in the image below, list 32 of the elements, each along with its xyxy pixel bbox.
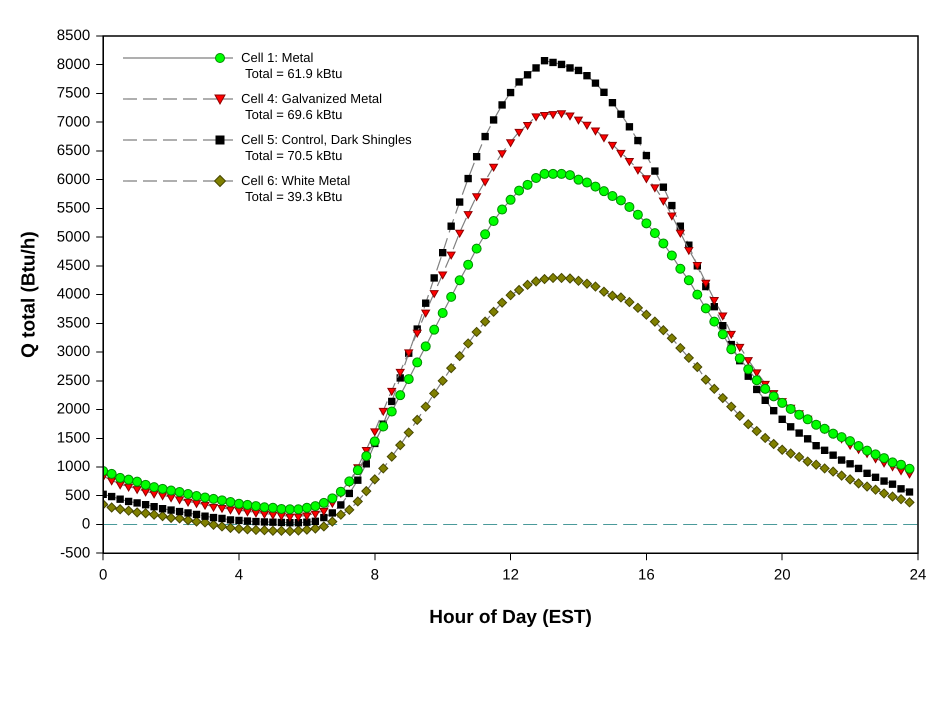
y-tick-label: 5500 [56, 200, 90, 217]
y-tick-label: 3500 [56, 314, 90, 332]
y-tick-label: 4500 [56, 257, 90, 274]
y-tick-label: 6500 [56, 142, 90, 160]
y-tick-label: 2500 [56, 372, 90, 389]
legend-label: Cell 1: Metal Total = 61.9 kBtu [241, 50, 342, 82]
y-axis-title: Q total (Btu/h) [18, 231, 40, 358]
x-tick-label: 20 [774, 566, 791, 584]
x-tick-label: 0 [98, 566, 108, 584]
y-tick-label: 1000 [56, 458, 90, 476]
y-tick-label: 3000 [56, 343, 90, 360]
y-tick-label: 1500 [56, 429, 90, 446]
x-tick-label: 16 [638, 566, 655, 584]
x-tick-label: 8 [370, 566, 379, 584]
y-tick-label: 7000 [56, 113, 90, 130]
y-tick-label: -500 [60, 544, 90, 562]
y-tick-label: 6000 [56, 170, 90, 188]
y-tick-label: 8000 [56, 56, 90, 73]
legend-label: Cell 6: White Metal Total = 39.3 kBtu [241, 173, 350, 205]
x-tick-label: 4 [234, 566, 244, 584]
y-tick-label: 4000 [56, 286, 90, 303]
y-tick-label: 500 [65, 486, 90, 504]
y-tick-label: 2000 [56, 400, 90, 418]
y-tick-label: 7500 [56, 84, 90, 102]
y-tick-label: 5000 [56, 228, 90, 246]
x-axis-title: Hour of Day (EST) [429, 606, 592, 628]
y-tick-label: 0 [82, 516, 90, 533]
x-tick-label: 12 [502, 566, 519, 584]
y-tick-label: 8500 [56, 27, 90, 44]
legend-label: Cell 5: Control, Dark Shingles Total = 70.5 kBtu [241, 132, 412, 164]
x-tick-label: 24 [910, 566, 926, 584]
legend-label: Cell 4: Galvanized Metal Total = 69.6 kBtu [241, 91, 382, 123]
